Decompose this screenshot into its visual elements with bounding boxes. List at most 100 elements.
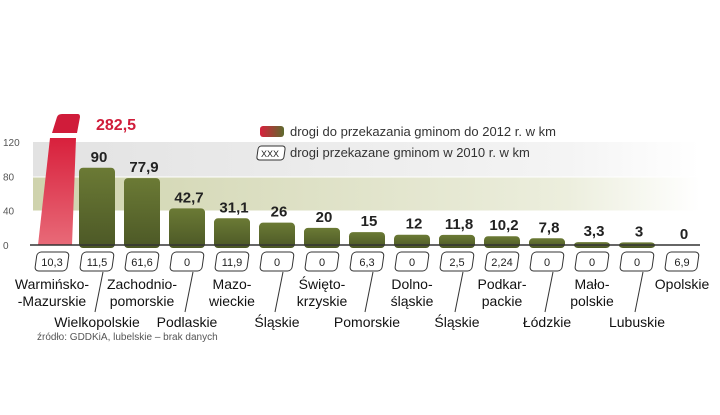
box-2010: 10,3 xyxy=(34,251,70,272)
value-label: 0 xyxy=(680,226,688,243)
bar-8 xyxy=(394,234,430,248)
value-label: 42,7 xyxy=(174,189,203,206)
region-label: Mazo- xyxy=(213,276,252,292)
box-2010: 0 xyxy=(304,251,340,272)
y-tick-label: 120 xyxy=(3,138,20,149)
region-label: Mało- xyxy=(574,276,609,292)
box-2010-value: 0 xyxy=(184,257,190,269)
box-2010: 2,5 xyxy=(439,251,475,272)
bar-5 xyxy=(259,222,295,248)
region-label: Warmińsko- xyxy=(15,276,89,292)
legend-swatch-gradient xyxy=(260,126,284,137)
value-label: 3,3 xyxy=(584,223,605,240)
region-label: Śląskie xyxy=(434,313,479,330)
bar-7 xyxy=(349,232,385,248)
box-2010: 0 xyxy=(169,251,205,272)
box-2010: 11,5 xyxy=(79,251,115,272)
region-label: Wielkopolskie xyxy=(54,314,140,330)
box-2010-value: 10,3 xyxy=(41,257,62,269)
box-2010: 2,24 xyxy=(484,251,520,272)
bar-9 xyxy=(439,234,475,248)
y-tick-label: 40 xyxy=(3,207,15,218)
bar-11 xyxy=(529,238,565,248)
region-label: pomorskie xyxy=(110,293,175,309)
box-2010: 0 xyxy=(529,251,565,272)
label-connector xyxy=(184,271,194,313)
box-2010-value: 6,3 xyxy=(359,257,374,269)
region-label: Podlaskie xyxy=(157,314,218,330)
box-2010-value: 61,6 xyxy=(131,257,152,269)
box-2010-value: 6,9 xyxy=(674,257,689,269)
label-connector xyxy=(454,271,464,313)
legend-box-text: XXX xyxy=(261,149,279,159)
label-connector xyxy=(274,271,284,313)
box-2010-value: 0 xyxy=(319,257,325,269)
region-label: Śląskie xyxy=(254,313,299,330)
bar-2 xyxy=(124,178,160,248)
region-label: packie xyxy=(482,293,523,309)
y-tick-label: 0 xyxy=(3,241,9,252)
box-2010-value: 11,9 xyxy=(222,257,243,269)
label-connector xyxy=(94,271,104,313)
region-label: Opolskie xyxy=(655,276,710,292)
box-2010: 6,9 xyxy=(664,251,700,272)
bar-10 xyxy=(484,236,520,248)
region-label: Dolno- xyxy=(391,276,433,292)
box-2010-value: 2,24 xyxy=(491,257,512,269)
value-label: 11,8 xyxy=(445,216,473,233)
region-label: Łódzkie xyxy=(523,314,571,330)
region-label: Pomorskie xyxy=(334,314,400,330)
bar-1 xyxy=(79,167,115,248)
value-label: 7,8 xyxy=(539,219,560,236)
region-label: Święto- xyxy=(299,275,346,292)
box-2010-value: 0 xyxy=(544,257,550,269)
region-label: wieckie xyxy=(208,293,255,309)
value-label: 20 xyxy=(316,209,333,226)
legend-series-1: drogi do przekazania gminom do 2012 r. w… xyxy=(290,124,556,139)
region-label: Zachodnio- xyxy=(107,276,177,292)
box-2010-value: 0 xyxy=(274,257,280,269)
box-2010-value: 0 xyxy=(589,257,595,269)
value-label: 26 xyxy=(271,204,288,221)
box-2010-value: 11,5 xyxy=(87,257,108,269)
label-connector xyxy=(634,271,644,313)
bar-3 xyxy=(169,208,205,248)
value-label: 15 xyxy=(361,213,378,230)
box-2010-value: 2,5 xyxy=(449,257,464,269)
y-tick-label: 80 xyxy=(3,172,15,183)
label-connector xyxy=(364,271,374,313)
bar-4 xyxy=(214,218,250,248)
label-connector xyxy=(544,271,554,313)
bar-break-top xyxy=(52,114,80,133)
region-label: krzyskie xyxy=(297,293,348,309)
value-label: 10,2 xyxy=(489,217,518,234)
value-label: 3 xyxy=(635,223,643,240)
box-2010-value: 0 xyxy=(634,257,640,269)
band-80-120 xyxy=(33,142,700,177)
legend: drogi do przekazania gminom do 2012 r. w… xyxy=(256,124,556,161)
bar-0 xyxy=(38,138,76,245)
box-2010: 0 xyxy=(394,251,430,272)
bar-6 xyxy=(304,227,340,248)
box-2010: 61,6 xyxy=(124,251,160,272)
legend-series-2: drogi przekazane gminom w 2010 r. w km xyxy=(290,145,530,160)
region-label: Lubuskie xyxy=(609,314,665,330)
value-label: 282,5 xyxy=(96,117,136,134)
box-2010: 6,3 xyxy=(349,251,385,272)
box-2010: 0 xyxy=(574,251,610,272)
value-label: 12 xyxy=(406,216,423,233)
value-label: 90 xyxy=(91,149,108,166)
region-label: Podkar- xyxy=(477,276,526,292)
region-label: -Mazurskie xyxy=(18,293,87,309)
source-note: źródło: GDDKiA, lubelskie – brak danych xyxy=(37,332,218,343)
box-2010: 0 xyxy=(619,251,655,272)
region-label: śląskie xyxy=(391,293,434,309)
box-2010-value: 0 xyxy=(409,257,415,269)
value-label: 31,1 xyxy=(219,199,248,216)
box-2010: 11,9 xyxy=(214,251,250,272)
region-label: polskie xyxy=(570,293,614,309)
legend-box-sample xyxy=(256,145,286,161)
box-2010: 0 xyxy=(259,251,295,272)
value-label: 77,9 xyxy=(129,159,158,176)
